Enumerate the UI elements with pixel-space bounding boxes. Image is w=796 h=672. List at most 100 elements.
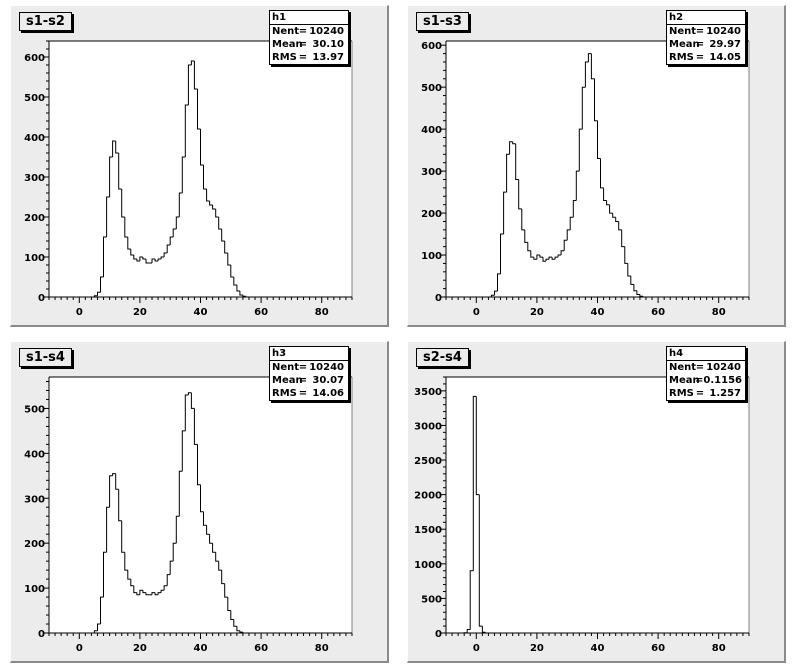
histogram-bin [184,394,189,431]
stats-entries-label: Nent [669,26,697,37]
histogram-bin [239,291,243,296]
x-tick-label: 60 [651,643,665,654]
stats-rms: 1.257 [709,388,741,399]
histogram-bin [209,201,213,206]
x-tick-label: 60 [651,307,665,318]
histogram-bin [136,592,140,596]
histogram-bin [100,596,104,624]
histogram-bin [212,205,216,210]
histogram-bin [160,589,165,593]
histogram-bin [103,551,107,598]
histogram-h3: 0 20 40 60 80 0 100 200 300 400 500 [24,376,353,654]
y-tick-label: 200 [421,209,442,220]
histogram-bin [539,255,543,258]
histogram-bin [224,241,228,254]
histogram-bin [624,246,628,264]
y-tick-label: 200 [24,213,45,224]
y-tick-label: 200 [24,539,45,550]
y-tick-label: 500 [421,83,442,94]
stats-entries: 10240 [706,26,741,37]
histogram-bin [245,296,249,298]
x-tick-label: 40 [591,307,605,318]
stats-hist-name: h4 [667,347,745,361]
histogram-bin [548,256,553,260]
histogram-bin [118,153,122,190]
stats-mean: 30.07 [312,375,344,386]
histogram-bin [469,570,474,630]
histogram-bin [175,515,180,544]
y-tick-label: 100 [421,251,442,262]
histogram-bin [181,156,186,193]
histogram-bin [133,255,137,260]
histogram-bin [587,53,592,62]
histogram-bin [524,229,528,243]
x-tick-label: 40 [194,643,208,654]
histogram-bin [545,258,549,262]
histogram-bin [506,153,510,193]
histogram-bin [136,259,140,262]
histogram-bin [642,296,646,298]
stats-rms-label: RMS [669,388,694,399]
stats-entries: 10240 [309,26,344,37]
histogram-bin [242,295,246,297]
x-tick-label: 40 [591,643,605,654]
y-tick-label: 0 [435,629,442,640]
histogram-bin [187,64,192,105]
histogram-bin [227,597,231,611]
histogram-bin [230,610,234,620]
stats-rms: 14.06 [312,388,344,399]
y-tick-label: 100 [24,584,45,595]
histogram-bin [166,244,171,253]
x-tick-label: 0 [76,643,83,654]
histogram-bin [600,158,604,189]
histogram-bin [115,141,119,154]
x-tick-label: 0 [473,643,480,654]
histogram-bin [190,60,195,65]
histogram-bin [621,229,625,248]
histogram-bin [142,590,146,594]
stats-box: h3 Nent = 10240 Mean = 30.07 RMS = 14.06 [269,346,349,401]
histogram-bin [530,250,534,258]
histogram-bin [557,254,562,258]
histogram-bin [133,585,137,594]
histogram-bin [145,592,149,596]
histogram-bin [563,239,568,251]
histogram-bin [484,632,489,634]
histogram-bin [515,143,519,180]
histogram-bin [121,520,125,553]
histogram-bin [97,291,101,296]
pad-s1-s4: 0 20 40 60 80 0 100 200 300 400 500 s1-s4 h3 Nent =… [10,341,389,663]
histogram-bin [627,263,631,277]
histogram-bin [157,592,162,595]
histogram-bin [145,259,149,264]
histogram-bin [633,284,637,292]
x-tick-label: 80 [315,643,329,654]
histogram-bin [236,626,240,632]
stats-rms-label: RMS [669,52,694,63]
histogram-bin [103,236,107,277]
stats-entries-label: Nent [272,362,300,373]
histogram-bin [163,252,168,257]
stats-mean-label: Mean [669,375,700,386]
histogram-bin [154,259,159,262]
histogram-bin [175,216,180,229]
histogram-bin [227,253,231,266]
histogram-bin [193,408,198,445]
histogram-bin [215,552,219,562]
histogram-bin [203,165,207,190]
y-tick-label: 400 [421,125,442,136]
y-tick-label: 0 [38,629,45,640]
histogram-bin [212,543,216,553]
histogram-bin [536,254,540,260]
y-tick-label: 500 [24,93,45,104]
histogram-bin [497,273,501,292]
histogram-bin [478,494,483,627]
histogram-bin [139,589,143,595]
stats-entries-label: Nent [272,26,300,37]
x-tick-label: 20 [530,643,544,654]
histogram-bin [584,61,589,88]
histogram-bin [181,430,186,472]
histogram-h1: 0 20 40 60 80 0 100 200 300 400 500 600 [24,40,353,318]
histogram-bin [630,276,634,285]
stats-entries-label: Nent [669,362,697,373]
